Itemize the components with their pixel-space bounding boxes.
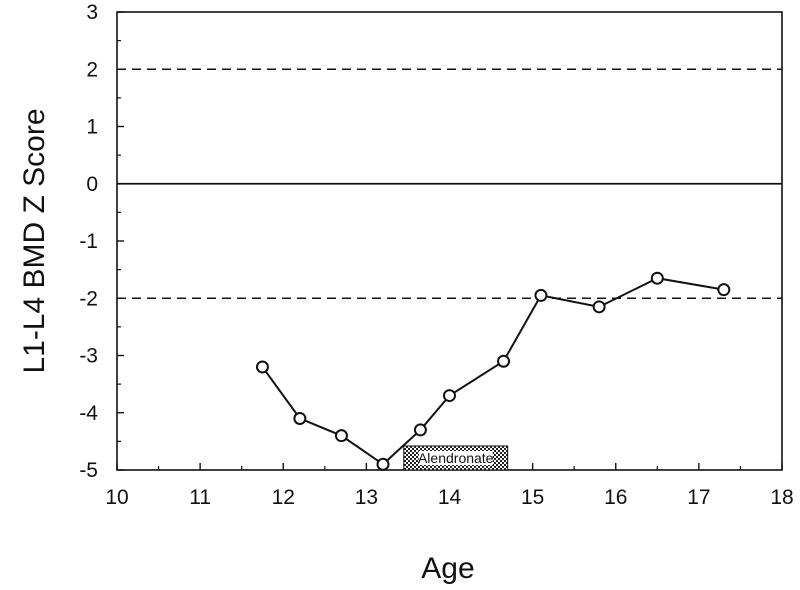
- x-tick-label-7: 17: [687, 486, 710, 509]
- x-tick-label-6: 16: [604, 486, 627, 509]
- y-tick-label-3: 0: [86, 173, 98, 196]
- y-tick-label-0: 3: [86, 1, 98, 24]
- annotation-group: Alendronate: [403, 445, 509, 471]
- data-point-7: [534, 288, 548, 302]
- x-tick-label-1: 11: [189, 486, 211, 509]
- data-point-3: [376, 457, 390, 471]
- x-tick-label-0: 10: [105, 486, 128, 509]
- y-tick-label-1: 2: [86, 58, 98, 81]
- y-tick-label-8: -5: [79, 459, 98, 482]
- data-point-0: [255, 360, 269, 374]
- data-point-4: [413, 423, 427, 437]
- data-point-9: [650, 271, 664, 285]
- y-tick-label-4: -1: [79, 230, 98, 253]
- y-tick-label-6: -3: [79, 345, 98, 368]
- x-axis-title: Age: [421, 552, 474, 585]
- data-point-6: [497, 354, 511, 368]
- x-tick-label-3: 13: [355, 486, 378, 509]
- data-point-8: [592, 300, 606, 314]
- x-tick-label-8: 18: [770, 486, 793, 509]
- y-tick-label-5: -2: [79, 287, 98, 310]
- data-point-1: [293, 411, 307, 425]
- x-tick-label-5: 15: [521, 486, 544, 509]
- data-point-5: [443, 389, 456, 403]
- y-tick-label-7: -4: [79, 402, 98, 425]
- reference-lines: [117, 68, 782, 299]
- data-point-2: [334, 429, 348, 443]
- y-tick-label-2: 1: [86, 116, 98, 139]
- annotation-label-0: Alendronate: [418, 450, 494, 466]
- y-axis-ticks: 3 2 1 0 -1 -2 -3 -4 -5: [79, 1, 124, 482]
- y-axis-title: L1-L4 BMD Z Score: [18, 108, 51, 373]
- series-group: [255, 271, 731, 471]
- x-tick-label-2: 12: [272, 486, 295, 509]
- data-point-10: [717, 283, 731, 297]
- annotation-label-bg-0: [418, 451, 493, 465]
- x-tick-label-4: 14: [438, 486, 462, 509]
